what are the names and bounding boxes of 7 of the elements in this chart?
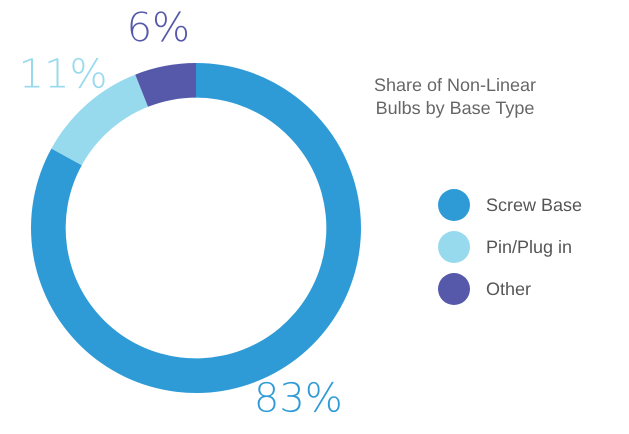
legend-label: Screw Base <box>486 194 582 216</box>
text: Share of Non-Linear Bulbs by Base Type <box>372 74 538 120</box>
legend-label: Pin/Plug in <box>486 236 572 258</box>
data-label: 11% <box>18 52 108 98</box>
legend-label: Other <box>486 278 532 300</box>
data-label: 83% <box>254 375 343 422</box>
data-label: 6% <box>126 4 190 51</box>
